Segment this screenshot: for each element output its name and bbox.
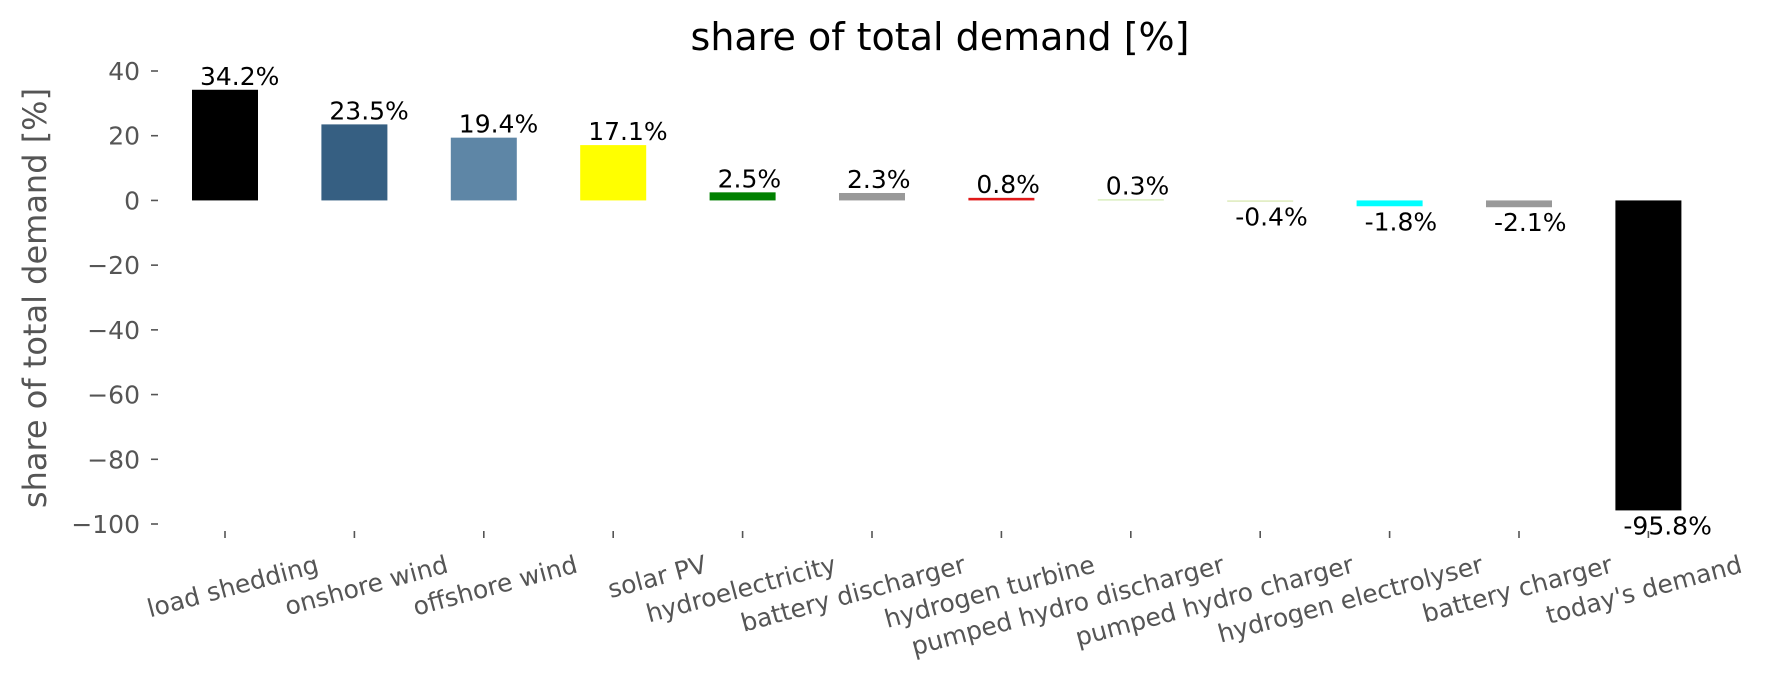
y-tick-label: 40 (108, 57, 140, 86)
y-tick-label: −40 (87, 316, 140, 345)
bar (192, 89, 258, 201)
bar (1227, 200, 1294, 202)
bar (1615, 200, 1682, 511)
y-tick-label: −20 (87, 251, 140, 280)
bar-value-label: -2.1% (1494, 208, 1567, 237)
data-labels: 34.2% 23.5% 19.4% 17.1% 2.5% 2.3% 0.8% 0.3% -0.4… (200, 62, 1712, 541)
y-tick-label: 0 (124, 186, 140, 215)
bar-value-label: 23.5% (329, 96, 408, 125)
bar-value-label: 2.5% (718, 164, 782, 193)
bar (321, 124, 388, 201)
bar (839, 192, 905, 201)
bar-value-label: 2.3% (847, 165, 911, 194)
y-tick-label: −100 (71, 510, 140, 539)
y-axis-label: share of total demand [%] (16, 88, 54, 508)
bar-value-label: 0.3% (1106, 171, 1170, 200)
bar-value-label: -1.8% (1365, 207, 1438, 236)
bar-value-label: -0.4% (1235, 203, 1308, 232)
bar-value-label: -95.8% (1623, 511, 1711, 540)
bars (192, 89, 1682, 511)
bar (450, 137, 517, 201)
bar (1356, 200, 1423, 207)
bar-value-label: 19.4% (459, 110, 538, 139)
chart-title: share of total demand [%] (691, 15, 1190, 59)
y-tick-label: −80 (87, 445, 140, 474)
bar-value-label: 34.2% (200, 62, 279, 91)
bar (1486, 200, 1552, 208)
bar-value-label: 0.8% (976, 170, 1040, 199)
bar (968, 197, 1035, 201)
bar (1097, 199, 1164, 201)
bar-value-label: 17.1% (588, 117, 667, 146)
y-tick-label: 20 (108, 122, 140, 151)
y-axis: 40 20 0 −20 −40 −60 −80 −100 (71, 57, 158, 539)
bar (580, 145, 647, 201)
y-tick-label: −60 (87, 381, 140, 410)
bar (709, 192, 776, 201)
